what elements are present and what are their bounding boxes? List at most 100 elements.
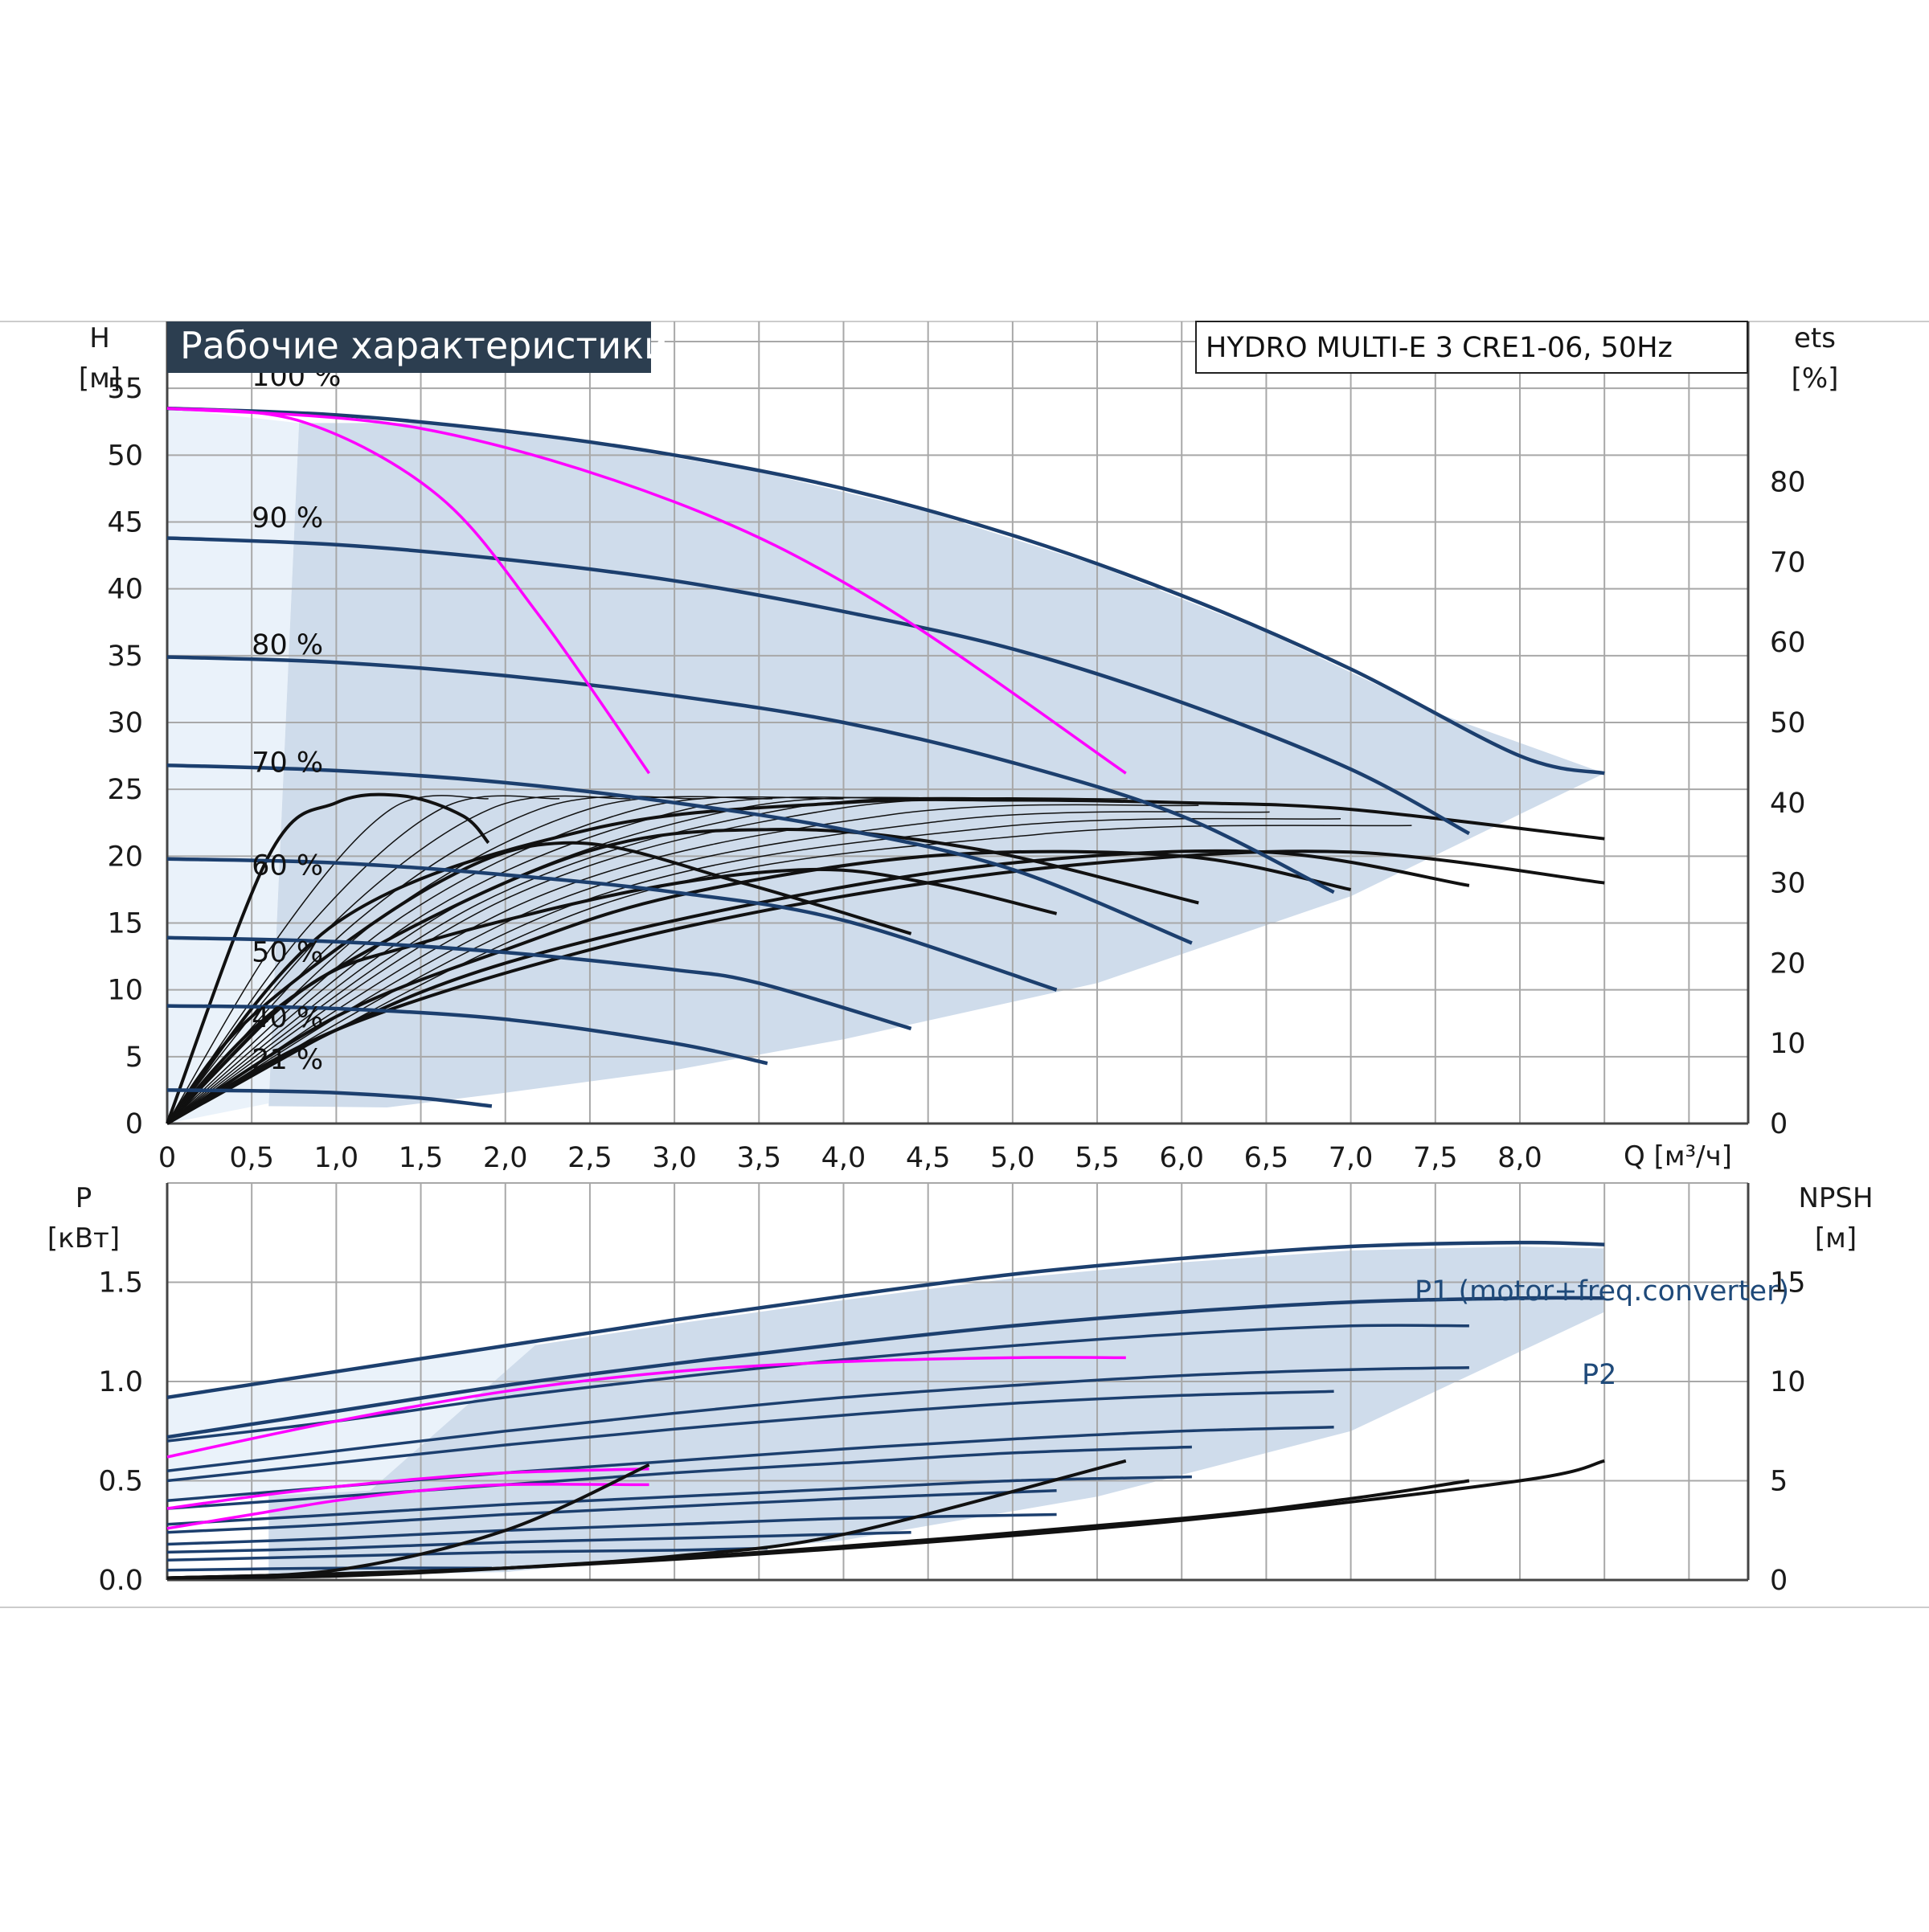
power-axis-label: P (76, 1182, 92, 1214)
efficiency-curve-thin (166, 796, 844, 1124)
x-tick-label: 6,0 (1159, 1142, 1204, 1174)
power-curve (166, 1445, 1192, 1510)
npsh-tick-label: 10 (1770, 1366, 1806, 1398)
speed-curve (166, 536, 1470, 836)
model-box (1195, 321, 1748, 374)
speed-curve-label: 50 % (252, 937, 323, 969)
power-panel: 0.0 0.5 1.0 1.5 0 5 10 15 P [кВт] NPSH [м] P1 (… (47, 1182, 1874, 1597)
efficiency-curve-thin (166, 825, 1412, 1124)
system-curves (166, 407, 1127, 775)
y-tick-label: 35 (107, 641, 143, 673)
head-grid (166, 321, 1750, 1125)
npsh-axis-unit: [м] (1815, 1222, 1857, 1255)
efficiency-curve-thin (166, 796, 1128, 1124)
power-tick-labels: 0.0 0.5 1.0 1.5 0 5 10 15 (98, 1267, 1805, 1598)
speed-curve-label: 90 % (252, 502, 323, 534)
efficiency-curve-thin (166, 795, 489, 1124)
speed-curve-label: 21 % (252, 1044, 323, 1076)
chart-title: Рабочие характеристики (180, 324, 668, 367)
y-tick-label: 40 (107, 574, 143, 606)
y-tick-label: 0 (125, 1108, 143, 1140)
y2-tick-label: 80 (1770, 467, 1806, 499)
x-tick-label: 3,0 (652, 1142, 697, 1174)
head-operating-bands (167, 408, 1605, 1124)
speed-curve-labels: 100 %90 %80 %70 %60 %50 %40 %21 % (252, 361, 341, 1076)
series-label-p2: P2 (1582, 1359, 1616, 1391)
y-tick-label: 30 (107, 707, 143, 739)
system-power-curve (166, 1483, 649, 1530)
x-axis-label: Q [м³/ч] (1624, 1140, 1732, 1173)
npsh-tick-label: 15 (1770, 1267, 1806, 1300)
system-curve (166, 407, 1127, 775)
power-axis-unit: [кВт] (47, 1222, 120, 1255)
npsh-tick-label: 5 (1770, 1466, 1788, 1498)
efficiency-curve-thin (166, 796, 915, 1124)
npsh-curve (166, 1459, 1605, 1580)
efficiency-curve (166, 797, 1605, 1125)
y2-axis-label: ets (1794, 322, 1836, 354)
power-curve (166, 1324, 1469, 1443)
power-curve (166, 1512, 1057, 1546)
y-tick-label: 50 (107, 440, 143, 472)
efficiency-curve-thin (166, 817, 1341, 1124)
npsh-curves (166, 1459, 1605, 1580)
speed-curve (166, 935, 912, 1031)
speed-curve (166, 1004, 768, 1066)
power-curve (166, 1240, 1605, 1400)
y2-axis-unit: [%] (1792, 362, 1839, 395)
y-tick-label: 45 (107, 507, 143, 539)
efficiency-curve-thin (166, 796, 1057, 1124)
speed-curve (166, 655, 1335, 894)
power-operating-band (268, 1246, 1605, 1577)
y2-tick-label: 40 (1770, 788, 1806, 820)
x-tick-label: 5,0 (990, 1142, 1035, 1174)
power-curves (166, 1240, 1605, 1572)
x-tick-label: 0 (158, 1142, 176, 1174)
speed-curve-label: 70 % (252, 747, 323, 780)
efficiency-curve-thin (166, 796, 986, 1124)
system-power-curve (166, 1356, 1126, 1459)
y2-tick-label: 70 (1770, 546, 1806, 579)
y2-tick-label: 50 (1770, 707, 1806, 739)
y-tick-label: 10 (107, 975, 143, 1007)
power-curve (166, 1296, 1605, 1439)
power-curve (166, 1546, 768, 1562)
x-tick-label: 8,0 (1497, 1142, 1542, 1174)
speed-curves (166, 406, 1605, 1108)
speed-curve (166, 763, 1193, 945)
x-tick-label: 6,5 (1244, 1142, 1289, 1174)
y-tick-label: 20 (107, 841, 143, 873)
power-curve (166, 1390, 1334, 1483)
speed-curve-label: 40 % (252, 1002, 323, 1034)
y2-tick-label: 60 (1770, 627, 1806, 659)
npsh-axis-label: NPSH (1798, 1182, 1873, 1214)
efficiency-curve (166, 792, 490, 1124)
y-tick-label: 55 (107, 373, 143, 405)
efficiency-curve-thin (166, 795, 631, 1124)
system-power-curve (166, 1467, 649, 1510)
x-tick-label: 1,0 (314, 1142, 359, 1174)
x-tick-label: 3,5 (736, 1142, 781, 1174)
y-tick-label: 5 (125, 1042, 143, 1074)
power-curve (166, 1566, 492, 1572)
x-tick-label: 2,5 (567, 1142, 612, 1174)
efficiency-curve-thin (166, 796, 773, 1124)
npsh-tick-label: 0 (1770, 1565, 1788, 1597)
power-curve (166, 1530, 911, 1554)
speed-curve (166, 857, 1058, 992)
x-tick-label: 5,5 (1075, 1142, 1120, 1174)
speed-curve-label: 80 % (252, 629, 323, 661)
x-tick-label: 1,5 (399, 1142, 444, 1174)
head-tick-labels: 0 0,5 1,0 1,5 2,0 2,5 3,0 3,5 4,0 4,5 5,0 5,5 6,0 6,5… (107, 373, 1805, 1174)
efficiency-curve-thin (166, 795, 560, 1124)
chart-title-box (167, 321, 651, 373)
y2-tick-label: 10 (1770, 1028, 1806, 1060)
y2-tick-label: 0 (1770, 1108, 1788, 1140)
y-axis-label: H (89, 322, 110, 354)
power-tick-label: 0.0 (98, 1565, 143, 1597)
head-panel: 0 0,5 1,0 1,5 2,0 2,5 3,0 3,5 4,0 4,5 5,0 5,5 6,0 6,5… (79, 321, 1839, 1174)
efficiency-curve (166, 849, 1605, 1125)
system-power-curves (166, 1356, 1126, 1530)
y2-tick-label: 20 (1770, 948, 1806, 980)
